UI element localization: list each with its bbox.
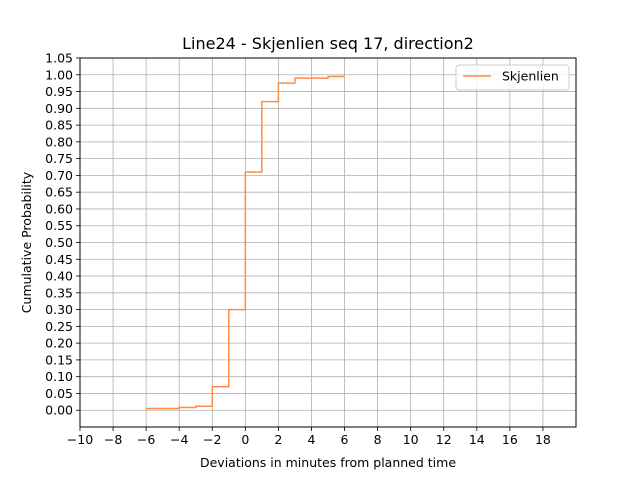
y-tick-label: 0.75 [45, 151, 73, 166]
y-tick-label: 0.65 [45, 185, 73, 200]
x-tick-label: 12 [436, 432, 452, 447]
y-tick-label: 0.50 [45, 235, 73, 250]
y-tick-label: 0.15 [45, 352, 73, 367]
plot-lines [146, 75, 345, 410]
x-tick-label: 18 [535, 432, 551, 447]
x-tick-label: 4 [307, 432, 315, 447]
y-tick-label: 0.90 [45, 101, 73, 116]
y-ticks: 0.00 0.05 0.10 0.150.20 0.25 0.30 0.350.40 0.45… [45, 51, 80, 418]
y-tick-label: 1.05 [45, 51, 73, 66]
y-tick-label: 0.85 [45, 118, 73, 133]
x-tick-label: 10 [403, 432, 419, 447]
y-tick-label: 0.00 [45, 403, 73, 418]
legend-label-skjenlien: Skjenlien [502, 69, 559, 84]
x-tick-label: −10 [67, 432, 93, 447]
legend: Skjenlien [455, 64, 570, 91]
y-axis-label: Cumulative Probability [19, 171, 34, 313]
y-tick-label: 0.10 [45, 369, 73, 384]
y-tick-label: 0.05 [45, 386, 73, 401]
x-tick-label: −6 [137, 432, 155, 447]
y-tick-label: 0.35 [45, 285, 73, 300]
x-tick-label: 16 [502, 432, 518, 447]
y-tick-label: 0.40 [45, 269, 73, 284]
y-tick-label: 0.30 [45, 302, 73, 317]
series-line-skjenlien [146, 75, 345, 410]
y-tick-label: 0.55 [45, 218, 73, 233]
y-tick-label: 0.70 [45, 168, 73, 183]
x-tick-label: 6 [341, 432, 349, 447]
x-tick-label: 2 [274, 432, 282, 447]
x-ticks: −10 −8 −6 −4 −2 0 2 4 6 8 10 12 14 16 18 [67, 427, 551, 447]
legend-box [455, 64, 570, 91]
grid-lines [79, 57, 576, 427]
chart-title: Line24 - Skjenlien seq 17, direction2 [182, 34, 474, 53]
x-tick-label: −8 [104, 432, 122, 447]
y-tick-label: 0.60 [45, 201, 73, 216]
x-axis-label: Deviations in minutes from planned time [200, 455, 456, 470]
x-tick-label: −4 [170, 432, 188, 447]
y-tick-label: 0.95 [45, 84, 73, 99]
y-tick-label: 0.25 [45, 319, 73, 334]
y-tick-label: 0.20 [45, 336, 73, 351]
y-tick-label: 1.00 [45, 67, 73, 82]
y-tick-label: 0.80 [45, 134, 73, 149]
x-tick-label: 14 [469, 432, 485, 447]
x-tick-label: −2 [203, 432, 221, 447]
x-tick-label: 0 [241, 432, 249, 447]
x-tick-label: 8 [374, 432, 382, 447]
y-tick-label: 0.45 [45, 252, 73, 267]
